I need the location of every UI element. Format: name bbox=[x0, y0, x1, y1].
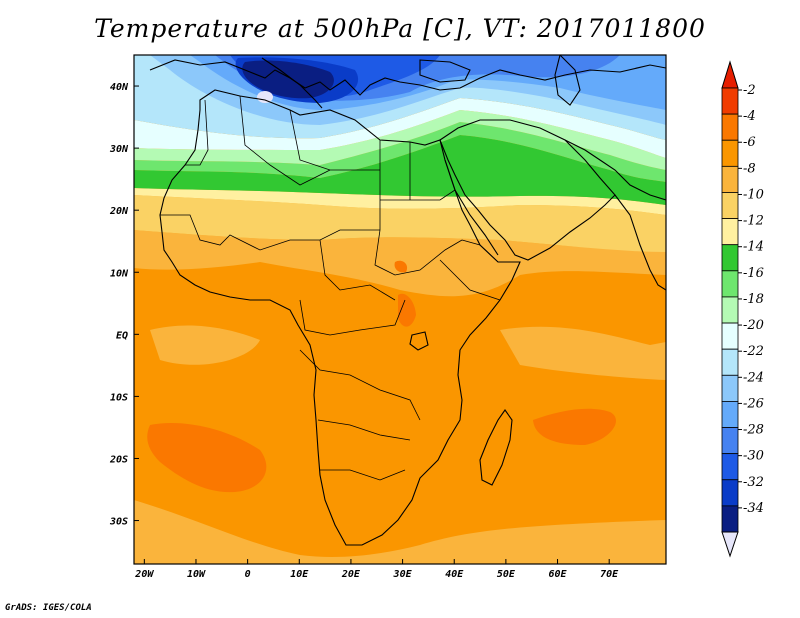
colorbar-swatch bbox=[721, 374, 739, 402]
colorbar-swatch bbox=[721, 296, 739, 324]
colorbar-label: -8 bbox=[743, 161, 756, 176]
lon-tick-label: 20W bbox=[134, 569, 154, 580]
colorbar-label: -12 bbox=[743, 214, 764, 229]
lat-tick-label: 20N bbox=[109, 206, 129, 217]
coastlines-borders bbox=[149, 55, 666, 546]
colorbar-label: -26 bbox=[743, 396, 764, 411]
colorbar-label: -4 bbox=[743, 109, 756, 124]
lat-tick-label: EQ bbox=[116, 330, 128, 341]
colorbar-swatch bbox=[721, 165, 739, 193]
colorbar-label: -20 bbox=[743, 318, 764, 333]
field-band-minus12 bbox=[134, 188, 666, 215]
lon-tick-label: 60E bbox=[549, 569, 568, 580]
lon-tick-label: 50E bbox=[497, 569, 516, 580]
colorbar-swatch bbox=[721, 322, 739, 350]
lat-tick-label: 10S bbox=[110, 392, 128, 403]
credit-label: GrADS: IGES/COLA bbox=[5, 603, 92, 613]
india-coast bbox=[614, 194, 666, 291]
lake-victoria bbox=[409, 331, 429, 351]
lat-tick-label: 10N bbox=[110, 268, 129, 279]
field-band-minus14 bbox=[134, 135, 666, 205]
colorbar-swatch bbox=[721, 401, 739, 428]
field-band-minus8-patch-b bbox=[500, 326, 666, 380]
colorbar-swatch bbox=[721, 218, 739, 246]
colorbar-label: -24 bbox=[743, 370, 764, 385]
persian-gulf-coast bbox=[564, 139, 666, 201]
lon-tick-label: 40E bbox=[445, 569, 464, 580]
arabia-coastline bbox=[439, 119, 616, 261]
lon-tick-label: 10W bbox=[187, 569, 206, 580]
colorbar-swatch bbox=[721, 453, 739, 481]
field-band-minus20 bbox=[134, 98, 666, 158]
colorbar-swatch bbox=[721, 348, 739, 376]
colorbar-bottom-arrow bbox=[721, 531, 739, 558]
colorbar-label: -30 bbox=[743, 449, 764, 464]
field-band-minus34 bbox=[242, 60, 334, 99]
colorbar-label: -10 bbox=[743, 187, 764, 202]
colorbar-swatch bbox=[721, 113, 739, 141]
colorbar-label: -16 bbox=[743, 266, 764, 281]
lon-tick-label: 70E bbox=[600, 569, 619, 580]
field-band-minus10 bbox=[134, 195, 666, 252]
lon-tick-label: 20E bbox=[341, 569, 361, 580]
madagascar bbox=[479, 409, 513, 486]
field-band-minus4-d bbox=[394, 260, 408, 273]
lon-tick-label: 10E bbox=[290, 569, 309, 580]
lat-tick-label: 30N bbox=[109, 144, 129, 155]
field-band-minus4-c bbox=[398, 293, 416, 327]
colorbar-swatch bbox=[721, 427, 739, 455]
field-minimum bbox=[257, 91, 273, 103]
field-band-minus4-b bbox=[533, 408, 616, 445]
colorbar-swatch bbox=[721, 270, 739, 298]
colorbar-swatch bbox=[721, 479, 739, 507]
chart-title: Temperature at 500hPa [C], VT: 201701180… bbox=[94, 14, 706, 43]
field-band-minus4-a bbox=[147, 422, 267, 493]
caspian-sea bbox=[554, 55, 581, 106]
lat-tick-label: 20S bbox=[109, 454, 128, 465]
lon-tick-label: 30E bbox=[393, 569, 413, 580]
field-band-minus16 bbox=[134, 122, 666, 182]
colorbar: -2 -4 -6 -8 -10 -12 -14 -16 -18 -20 -22 -24 -26 -28 -3… bbox=[721, 60, 764, 558]
black-sea bbox=[419, 59, 471, 83]
colorbar-swatch bbox=[721, 139, 739, 167]
country-borders bbox=[160, 95, 501, 481]
temperature-field bbox=[134, 55, 666, 564]
italy-coast bbox=[261, 57, 323, 109]
colorbar-top-arrow bbox=[721, 60, 739, 89]
red-sea-coast bbox=[444, 159, 499, 256]
lat-tick-label: 30S bbox=[109, 517, 128, 528]
africa-coastline bbox=[159, 89, 521, 546]
field-band-minus8-patch-a bbox=[150, 325, 260, 365]
colorbar-label: -14 bbox=[743, 240, 764, 255]
colorbar-swatch bbox=[721, 87, 739, 115]
colorbar-label: -6 bbox=[743, 135, 756, 150]
axis-ticks: 20W 10W 0 10E 20E 30E 40E 50E 60E 70E 40N 30N 20N 10N… bbox=[109, 82, 619, 580]
field-band-minus18 bbox=[134, 110, 666, 170]
colorbar-label: -2 bbox=[743, 83, 756, 98]
colorbar-swatch bbox=[721, 244, 739, 272]
field-band-minus8-south bbox=[134, 500, 666, 564]
map-frame bbox=[133, 54, 667, 565]
colorbar-label: -32 bbox=[743, 475, 764, 490]
colorbar-label: -18 bbox=[743, 292, 764, 307]
colorbar-label: -22 bbox=[743, 344, 764, 359]
lat-tick-label: 40N bbox=[110, 82, 129, 93]
colorbar-swatch bbox=[721, 505, 739, 533]
colorbar-label: -34 bbox=[743, 501, 764, 516]
colorbar-swatch bbox=[721, 192, 739, 219]
colorbar-label: -28 bbox=[743, 423, 764, 438]
lon-tick-label: 0 bbox=[245, 569, 251, 580]
